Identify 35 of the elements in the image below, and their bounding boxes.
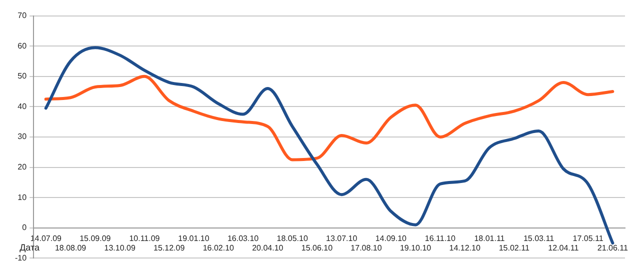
x-tick-label: 15.02.11 (498, 244, 530, 253)
y-tick-label: 30 (18, 132, 28, 142)
x-tick-label: 16.02.10 (202, 244, 235, 253)
y-tick-label: 50 (18, 72, 28, 81)
x-tick-label: 20.04.10 (252, 244, 284, 253)
x-tick-label: 16.03.10 (227, 234, 260, 243)
x-tick-label: 18.01.11 (474, 234, 506, 243)
x-tick-label: 16.11.10 (424, 234, 456, 243)
line-series (44, 74, 614, 162)
x-tick-label: 21.06.11 (597, 244, 629, 253)
x-tick-label: 19.01.10 (178, 234, 210, 243)
x-tick-label: 14.12.10 (449, 244, 481, 253)
x-tick-label: 17.05.11 (572, 234, 604, 243)
y-tick-label: 70 (18, 11, 28, 20)
x-tick-label: 18.08.09 (54, 244, 87, 253)
x-tick-label: 15.03.11 (523, 234, 555, 243)
y-tick-label: 60 (18, 41, 28, 50)
x-tick-label: 17.08.10 (350, 244, 382, 253)
y-tick-label: 10 (18, 192, 28, 202)
x-tick-label: 15.09.09 (80, 234, 112, 243)
x-tick-label: 14.09.10 (375, 234, 408, 243)
x-tick-label: 15.12.09 (154, 244, 186, 253)
x-tick-label: 15.06.10 (301, 244, 334, 253)
x-tick-label: 12.04.11 (548, 244, 580, 253)
y-tick-label: 40 (18, 102, 28, 111)
x-axis-title: Дата (20, 242, 40, 252)
x-tick-label: 13.07.10 (326, 234, 358, 243)
y-tick-label: 20 (18, 162, 28, 172)
x-tick-label: 10.11.09 (129, 234, 160, 243)
x-tick-label: 18.05.10 (276, 234, 308, 243)
x-tick-label: 19.10.10 (400, 244, 432, 253)
y-tick-label: -10 (15, 253, 28, 262)
x-tick-label: 13.10.09 (104, 244, 136, 253)
y-tick-label: 0 (22, 223, 28, 232)
x-tick-label: 14.07.09 (30, 234, 62, 243)
